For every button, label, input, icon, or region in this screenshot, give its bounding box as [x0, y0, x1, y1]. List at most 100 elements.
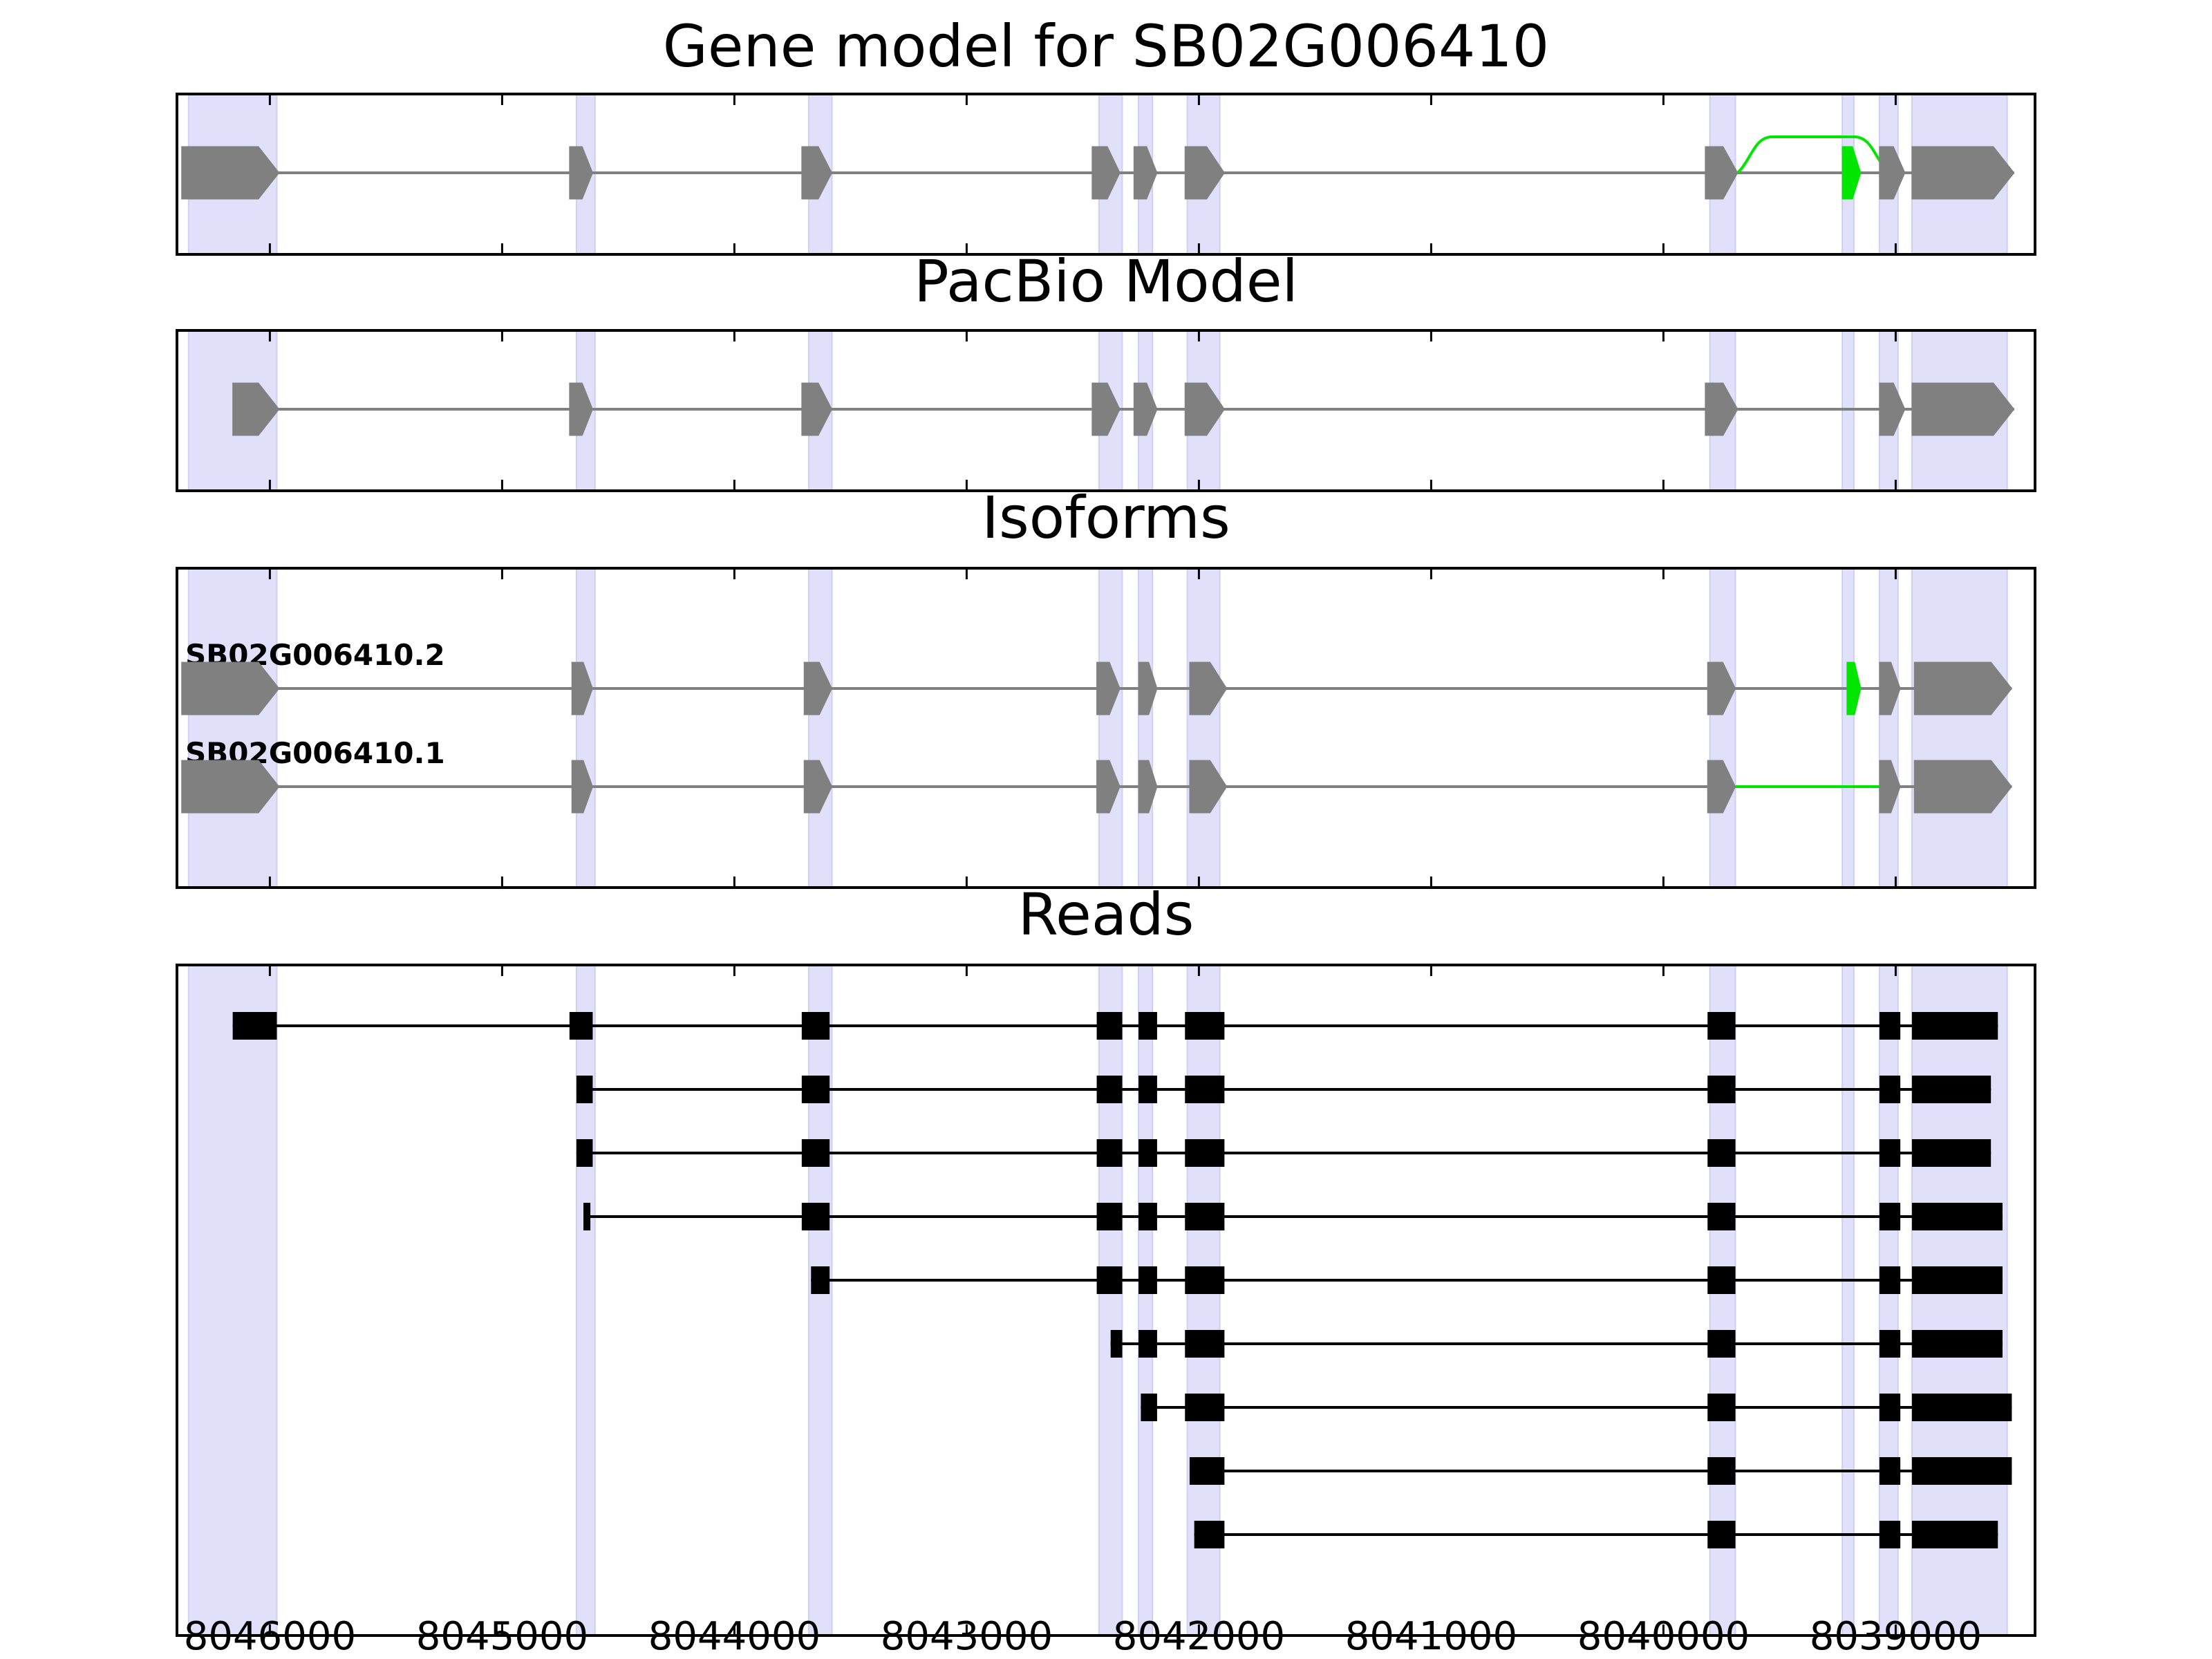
read-block: [1707, 1521, 1736, 1548]
read-block: [1879, 1203, 1901, 1230]
read-block: [1138, 1012, 1157, 1040]
exon: [1096, 662, 1121, 715]
read-row: [576, 1139, 1991, 1167]
exon-highlight-band: [807, 964, 833, 1636]
exon: [571, 760, 593, 814]
read-block: [576, 1139, 593, 1167]
read-block: [1185, 1266, 1225, 1294]
read-block: [576, 1076, 593, 1103]
read-block: [1911, 1266, 2003, 1294]
read-block: [1185, 1394, 1225, 1421]
read-row: [1141, 1394, 2012, 1421]
alt-splice-junction: [1736, 135, 1890, 174]
x-tick-label: 8042000: [1113, 1614, 1285, 1659]
read-row: [1189, 1457, 2012, 1485]
x-tick-label: 8039000: [1810, 1614, 1982, 1659]
read-block: [569, 1012, 593, 1040]
exon: [569, 382, 593, 436]
read-block: [1707, 1266, 1736, 1294]
exon-highlight-band: [807, 568, 833, 888]
read-block: [1138, 1139, 1157, 1167]
exon: [232, 382, 280, 436]
exon: [181, 146, 280, 200]
x-tick-label: 8046000: [184, 1614, 356, 1659]
read-block: [801, 1203, 830, 1230]
read-block: [583, 1203, 591, 1230]
pacbio-model-title: PacBio Model: [914, 247, 1298, 315]
read-block: [1138, 1203, 1157, 1230]
read-block: [1138, 1266, 1157, 1294]
exon: [571, 662, 593, 715]
alt-exon: [1846, 662, 1862, 715]
exon-highlight-band: [1138, 964, 1154, 1636]
exon-highlight-band: [1098, 568, 1123, 888]
exon-highlight-band: [575, 568, 596, 888]
read-block: [1707, 1139, 1736, 1167]
read-block: [1911, 1394, 2012, 1421]
exon: [1913, 760, 2013, 814]
x-tick-label: 8045000: [416, 1614, 588, 1659]
x-axis-tick-labels: 8046000 8045000 8044000 8043000 8042000 80410…: [184, 1614, 1982, 1659]
exon: [803, 760, 833, 814]
exon: [1879, 760, 1901, 814]
exon: [1096, 760, 1121, 814]
exon: [181, 662, 280, 715]
read-block: [1707, 1076, 1736, 1103]
exon-highlight-band: [1709, 568, 1736, 888]
read-block: [1879, 1457, 1901, 1485]
read-block: [1096, 1203, 1123, 1230]
exon: [1184, 146, 1225, 200]
exon: [1133, 146, 1158, 200]
exon: [1705, 382, 1738, 436]
exon: [1133, 382, 1158, 436]
exon: [1879, 146, 1906, 200]
exon: [1138, 662, 1158, 715]
x-tick-label: 8043000: [881, 1614, 1053, 1659]
exon-highlight-band: [1841, 568, 1855, 888]
read-block: [1138, 1076, 1157, 1103]
exon-highlight-band: [1138, 568, 1154, 888]
read-block: [1879, 1012, 1901, 1040]
read-block: [1194, 1521, 1225, 1548]
read-block: [1911, 1457, 2012, 1485]
panel-frame: [176, 329, 2036, 492]
read-block: [1185, 1076, 1225, 1103]
exon: [1911, 146, 2015, 200]
read-block: [1911, 1012, 1998, 1040]
read-row: [583, 1203, 2003, 1230]
read-row: [811, 1266, 2003, 1294]
gene-model-title: Gene model for SB02G006410: [663, 12, 1549, 80]
exon: [1879, 662, 1901, 715]
read-block: [1141, 1394, 1157, 1421]
isoforms-title: Isoforms: [982, 484, 1230, 552]
x-tick-label: 8044000: [648, 1614, 821, 1659]
read-block: [1911, 1521, 1998, 1548]
exon-highlight-band: [1186, 568, 1221, 888]
read-block: [1185, 1012, 1225, 1040]
exon-highlight-band: [1098, 964, 1123, 1636]
read-block: [1879, 1076, 1901, 1103]
read-row: [1194, 1521, 1998, 1548]
read-block: [1911, 1076, 1991, 1103]
read-block: [1879, 1394, 1901, 1421]
read-row: [576, 1076, 1991, 1103]
panel-frame: [176, 964, 2036, 1637]
gene-model-panel: [176, 93, 2036, 256]
read-block: [1185, 1203, 1225, 1230]
alt-exon: [1841, 146, 1862, 200]
exon: [1707, 662, 1736, 715]
panel-frame: [176, 93, 2036, 256]
read-block: [1096, 1012, 1123, 1040]
read-block: [1707, 1457, 1736, 1485]
exon: [569, 146, 593, 200]
read-block: [1879, 1139, 1901, 1167]
read-block: [811, 1266, 830, 1294]
exon-highlight-band: [575, 964, 596, 1636]
panel-frame: [176, 567, 2036, 889]
read-block: [232, 1012, 277, 1040]
read-block: [1189, 1457, 1225, 1485]
exon: [1705, 146, 1738, 200]
read-block: [801, 1139, 830, 1167]
